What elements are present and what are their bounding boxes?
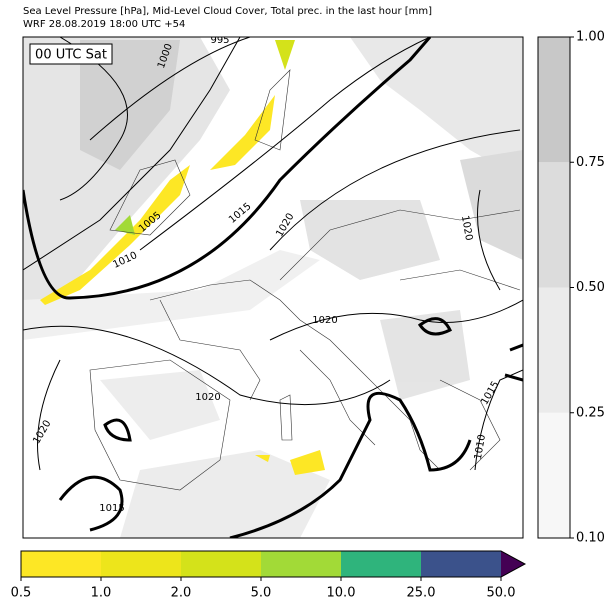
colorbar-tick-label: 0.25 — [576, 405, 605, 420]
colorbar-tick-label: 25.0 — [407, 586, 436, 601]
isobar-label: 1010 — [473, 434, 488, 461]
colorbar-segment — [181, 551, 261, 577]
colorbar-segment — [101, 551, 181, 577]
isobars-1015 — [23, 37, 523, 538]
isobar-label: 1020 — [459, 215, 474, 242]
colorbar-segment — [538, 412, 570, 538]
colorbar-segment — [341, 551, 421, 577]
colorbar-extension — [501, 551, 525, 577]
colorbar-tick-label: 1.00 — [576, 30, 605, 45]
isobar-label: 1020 — [195, 392, 220, 403]
colorbar-segment — [538, 37, 570, 163]
isobar-label: 1015 — [99, 503, 124, 514]
colorbar-segment — [261, 551, 341, 577]
colorbar-tick-label: 0.10 — [576, 531, 605, 546]
title-line: Sea Level Pressure [hPa], Mid-Level Clou… — [23, 6, 432, 17]
colorbar-segment — [538, 287, 570, 413]
time-label-box — [29, 43, 113, 65]
colorbar-tick-label: 1.0 — [91, 586, 112, 601]
isobars — [23, 37, 523, 471]
cloud-cover — [23, 37, 523, 538]
colorbar-segment — [538, 162, 570, 288]
cloud-colorbar: 0.10 0.25 0.50 0.75 1.00 — [537, 30, 605, 546]
colorbar-tick-label: 0.75 — [576, 155, 605, 170]
map-area: 995 1000 1005 1010 1015 1020 1020 1020 1… — [23, 35, 523, 538]
coastlines — [89, 69, 521, 491]
colorbar-frame — [20, 550, 527, 578]
map-frame — [22, 36, 524, 539]
precip-colorbar: 0.5 1.0 2.0 5.0 10.0 25.0 50.0 — [11, 550, 527, 601]
time-label: 00 UTC Sat — [35, 48, 107, 63]
colorbar-tick-label: 50.0 — [487, 586, 516, 601]
colorbar-tick-label: 2.0 — [171, 586, 192, 601]
colorbar-segment — [21, 551, 101, 577]
isobar-label: 995 — [210, 35, 229, 46]
title-line: WRF 28.08.2019 18:00 UTC +54 — [23, 19, 185, 30]
isobar-label: 1020 — [312, 315, 337, 326]
colorbar-tick-label: 10.0 — [327, 586, 356, 601]
colorbar-tick-label: 5.0 — [251, 586, 272, 601]
colorbar-tick-label: 0.5 — [11, 586, 32, 601]
colorbar-segment — [421, 551, 501, 577]
colorbar-tick-label: 0.50 — [576, 280, 605, 295]
